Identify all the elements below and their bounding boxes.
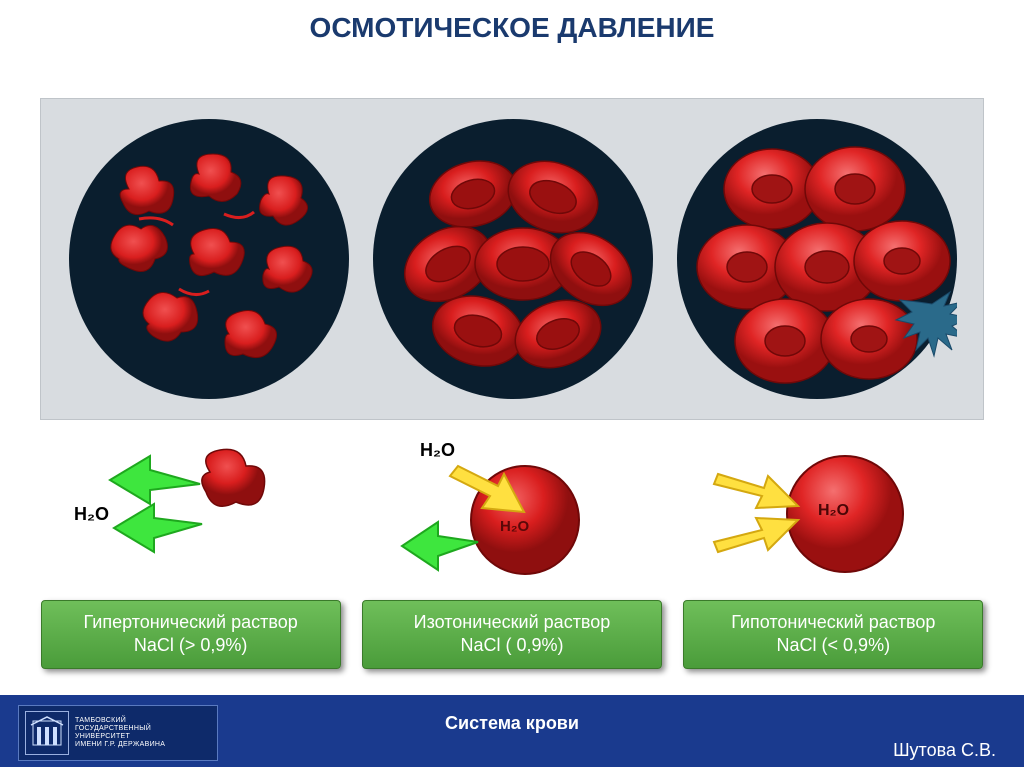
h2o-label: H₂O	[74, 504, 109, 525]
page-title: ОСМОТИЧЕСКОЕ ДАВЛЕНИЕ	[0, 0, 1024, 44]
h2o-label-inside: H₂O	[818, 502, 849, 520]
footer: ТАМБОВСКИЙГОСУДАРСТВЕННЫЙУНИВЕРСИТЕТИМЕН…	[0, 695, 1024, 767]
crenated-cells-icon	[69, 119, 349, 399]
label-hypertonic: Гипертонический раствор NaCl (> 0,9%)	[41, 600, 341, 669]
water-balance-diagram: H₂O H₂O	[400, 442, 680, 582]
label-isotonic: Изотонический раствор NaCl ( 0,9%)	[362, 600, 662, 669]
hypertonic-dish	[69, 119, 349, 399]
label-line2: NaCl (< 0,9%)	[690, 634, 976, 657]
label-line2: NaCl (> 0,9%)	[48, 634, 334, 657]
water-flow-row: H₂O H₂O H₂O H₂O	[0, 442, 1024, 582]
logo-text: ТАМБОВСКИЙГОСУДАРСТВЕННЫЙУНИВЕРСИТЕТИМЕН…	[75, 717, 165, 749]
label-line1: Гипотонический раствор	[690, 611, 976, 634]
logo-emblem-icon	[25, 711, 69, 755]
university-logo: ТАМБОВСКИЙГОСУДАРСТВЕННЫЙУНИВЕРСИТЕТИМЕН…	[18, 705, 218, 761]
footer-subject: Система крови	[445, 713, 579, 734]
water-out-diagram: H₂O	[80, 442, 360, 582]
label-line1: Изотонический раствор	[369, 611, 655, 634]
diagram-panel	[40, 98, 984, 420]
footer-author: Шутова С.В.	[893, 740, 996, 761]
normal-cells-icon	[373, 119, 653, 399]
h2o-label-inside: H₂O	[500, 518, 529, 535]
label-line1: Гипертонический раствор	[48, 611, 334, 634]
water-in-diagram: H₂O	[700, 442, 980, 582]
label-hypotonic: Гипотонический раствор NaCl (< 0,9%)	[683, 600, 983, 669]
swollen-cells-icon	[677, 119, 957, 399]
h2o-label: H₂O	[420, 440, 455, 461]
isotonic-dish	[373, 119, 653, 399]
label-line2: NaCl ( 0,9%)	[369, 634, 655, 657]
labels-row: Гипертонический раствор NaCl (> 0,9%) Из…	[0, 600, 1024, 669]
hypotonic-dish	[677, 119, 957, 399]
